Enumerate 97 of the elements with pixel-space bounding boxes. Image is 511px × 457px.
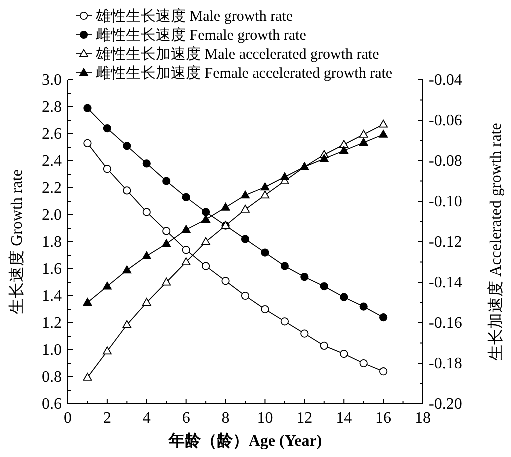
point (123, 142, 132, 150)
point (379, 120, 388, 128)
y-tick-label: 1.0 (42, 342, 62, 359)
point (202, 215, 211, 223)
y-tick-label: 2.6 (42, 126, 62, 143)
x-tick-label: 2 (103, 410, 112, 427)
y-tick-label: 1.6 (42, 261, 62, 278)
point (83, 373, 92, 381)
point (359, 138, 368, 146)
x-tick-label: 8 (222, 410, 230, 427)
x-tick-label: 16 (376, 410, 392, 427)
point (241, 292, 250, 300)
y2-tick-label: -0.04 (429, 72, 462, 89)
point (260, 182, 270, 191)
y-tick-label: 2.4 (42, 153, 62, 170)
point (202, 262, 210, 270)
point (380, 314, 388, 322)
point (84, 139, 92, 148)
point (162, 278, 172, 286)
point (340, 140, 349, 148)
legend-label: 雄性生长加速度 Male accelerated growth rate (95, 46, 380, 63)
point (261, 248, 270, 257)
point (202, 208, 210, 216)
y2-axis-title: 生长加速度 Accelerated growth rate (487, 123, 505, 361)
y-tick-label: 1.8 (42, 234, 62, 251)
y2-tick-label: -0.18 (429, 356, 462, 372)
point (280, 172, 290, 180)
y-tick-label: 0.8 (42, 369, 62, 386)
point (103, 165, 112, 174)
legend-label: 雌性生长加速度 Female accelerated growth rate (96, 65, 393, 82)
y2-tick-label: -0.12 (429, 234, 462, 251)
point (102, 346, 112, 355)
x-tick-label: 4 (142, 410, 151, 427)
y-tick-label: 3.0 (42, 72, 62, 89)
x-tick-label: 10 (257, 410, 274, 427)
point (320, 342, 328, 350)
point (280, 262, 289, 270)
point (340, 146, 349, 154)
point (182, 193, 190, 202)
y-tick-label: 1.4 (42, 288, 62, 305)
y2-tick-label: -0.16 (429, 315, 462, 332)
point (182, 225, 191, 234)
y2-tick-label: -0.20 (429, 396, 462, 413)
point (142, 252, 152, 260)
y2-tick-label: -0.10 (429, 194, 462, 210)
point (379, 130, 388, 138)
y2-tick-label: -0.06 (429, 112, 462, 130)
y-tick-label: 0.6 (42, 396, 62, 413)
x-tick-label: 0 (64, 410, 72, 427)
y-axis-title: 生长速度 Growth rate (8, 170, 26, 314)
point (360, 359, 368, 368)
x-tick-label: 14 (336, 410, 352, 427)
y-tick-label: 1.2 (42, 315, 62, 332)
y-tick-label: 2.8 (42, 99, 62, 116)
point (340, 293, 348, 302)
y2-tick-label: -0.08 (429, 153, 462, 170)
y-tick-label: 2.0 (42, 207, 62, 224)
x-tick-label: 6 (182, 410, 190, 427)
point (300, 273, 309, 282)
point (122, 266, 132, 274)
point (142, 160, 151, 168)
point (102, 282, 112, 290)
point (83, 298, 92, 306)
legend-label: 雌性生长速度 Female growth rate (96, 27, 307, 44)
point (380, 368, 388, 376)
point (241, 235, 250, 244)
point (359, 130, 368, 138)
point (360, 302, 368, 311)
point (261, 305, 270, 314)
legend-label: 雄性生长速度 Male growth rate (95, 8, 294, 25)
point (340, 350, 348, 358)
point (241, 204, 250, 213)
point (260, 190, 270, 199)
point (162, 227, 171, 236)
point (162, 239, 172, 248)
x-tick-label: 12 (296, 410, 313, 427)
x-tick-label: 18 (415, 410, 431, 427)
point (202, 237, 211, 246)
point (280, 318, 289, 326)
point (122, 320, 132, 328)
point (84, 104, 92, 112)
x-axis-title: 年龄（龄）Age (Year) (168, 432, 322, 450)
point (241, 190, 250, 199)
point (182, 258, 191, 266)
point (103, 124, 112, 133)
point (320, 154, 329, 162)
point (142, 208, 151, 216)
point (320, 282, 328, 291)
y2-tick-label: -0.14 (429, 274, 462, 292)
point (162, 177, 171, 186)
point (222, 277, 230, 286)
point (123, 186, 132, 195)
point (221, 202, 230, 211)
point (142, 298, 152, 306)
point (300, 330, 309, 338)
y-tick-label: 2.2 (42, 180, 62, 197)
point (182, 246, 190, 254)
